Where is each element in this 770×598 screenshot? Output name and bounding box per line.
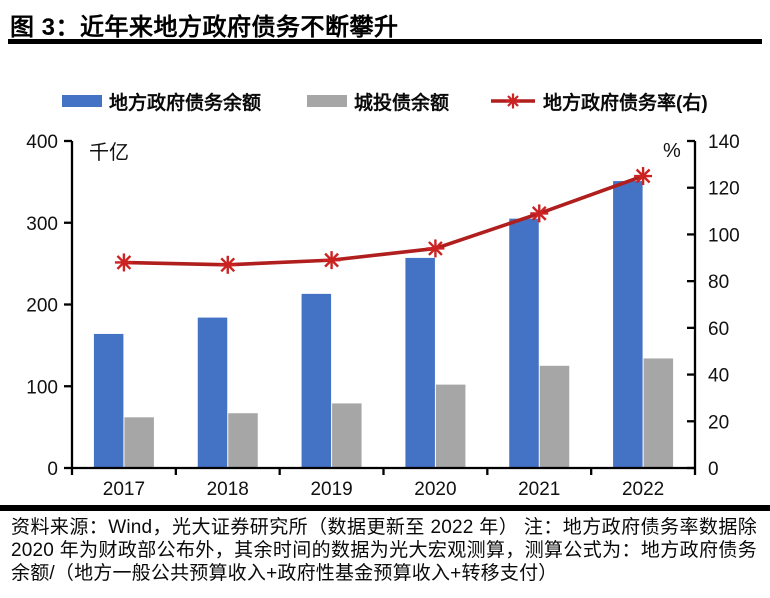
x-axis-category-label: 2019	[310, 479, 352, 500]
legend-item-urban-bond-balance: 城投债余额	[307, 89, 450, 114]
bar-城投债余额-2020	[435, 384, 466, 468]
right-axis-unit-label: %	[663, 140, 681, 162]
bar-城投债余额-2019	[332, 403, 362, 468]
left-axis-tick-label: 400	[26, 132, 58, 153]
legend: 地方政府债务余额 城投债余额 地方政府债务率(右)	[0, 89, 770, 115]
legend-swatch-gray	[307, 95, 347, 107]
right-axis-tick-label: 80	[708, 272, 729, 293]
bar-series-1	[124, 358, 674, 468]
figure-title: 图 3：近年来地方政府债务不断攀升	[10, 14, 399, 41]
bar-series-0	[93, 181, 643, 468]
bar-城投债余额-2018	[228, 413, 258, 468]
x-axis-category-label: 2020	[414, 479, 456, 500]
right-axis-tick-label: 60	[708, 319, 729, 340]
right-axis-tick-label: 40	[708, 366, 729, 387]
legend-label-urban-bond-balance: 城投债余额	[354, 92, 450, 114]
legend-label-debt-ratio: 地方政府债务率(右)	[543, 92, 708, 114]
axes	[64, 139, 697, 475]
x-axis-category-label: 2018	[207, 479, 249, 500]
axis-labels: 0 100 200 300 400 0 20 40 60 80 100 120 140 2017 2018 2…	[26, 132, 739, 500]
left-axis-tick-label: 200	[26, 296, 58, 317]
left-axis-tick-label: 300	[26, 214, 58, 235]
left-axis-unit-label: 千亿	[89, 141, 129, 164]
right-axis-tick-label: 140	[708, 132, 740, 153]
bar-城投债余额-2022	[643, 358, 674, 468]
x-axis-category-label: 2017	[103, 479, 145, 500]
left-axis-tick-label: 100	[26, 377, 58, 398]
debt-ratio-line	[123, 174, 644, 267]
bar-地方政府债务余额-2020	[405, 257, 435, 468]
right-axis-tick-label: 100	[708, 225, 740, 246]
bar-地方政府债务余额-2022	[613, 181, 643, 468]
bar-地方政府债务余额-2017	[93, 333, 124, 468]
right-axis-tick-label: 120	[708, 179, 740, 200]
x-axis-category-label: 2021	[518, 479, 560, 500]
left-axis-tick-label: 0	[47, 459, 58, 480]
x-axis-category-label: 2022	[622, 479, 664, 500]
right-axis-tick-label: 20	[708, 412, 729, 433]
debt-chart-plot-area: 0 100 200 300 400 0 20 40 60 80 100 120 140 2017 2018 2…	[26, 132, 739, 500]
legend-swatch-blue	[62, 95, 102, 107]
debt-ratio-markers	[114, 167, 653, 274]
bar-地方政府债务余额-2019	[301, 293, 332, 468]
source-note: 资料来源：Wind，光大证券研究所（数据更新至 2022 年） 注：地方政府债务…	[0, 505, 770, 586]
legend-item-debt-ratio: 地方政府债务率(右)	[490, 89, 708, 114]
bar-城投债余额-2021	[539, 365, 570, 468]
line-asterisk-marker-icon	[491, 93, 535, 109]
bar-城投债余额-2017	[124, 417, 154, 468]
bar-地方政府债务余额-2018	[197, 317, 228, 468]
right-axis-tick-label: 0	[708, 459, 719, 480]
bar-地方政府债务余额-2021	[509, 218, 539, 468]
legend-item-local-gov-debt-balance: 地方政府债务余额	[62, 89, 262, 114]
legend-label-local-gov-debt-balance: 地方政府债务余额	[109, 92, 262, 114]
title-underline	[8, 39, 762, 44]
